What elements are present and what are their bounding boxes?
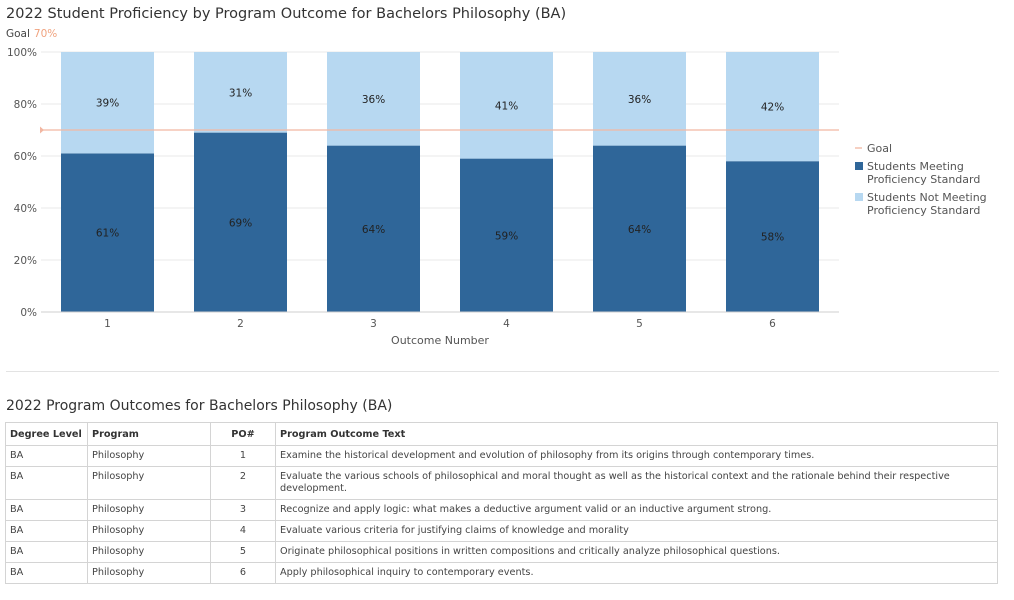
cell-outcome-text: Originate philosophical positions in wri… (275, 541, 998, 563)
bar-meeting (460, 158, 553, 312)
x-tick-label: 2 (237, 318, 244, 330)
axes: 0% 20% 40% 60% 80% 100% 1 2 3 4 5 6 Outcome Number (7, 47, 839, 347)
table-row: BA Philosophy 4 Evaluate various criteri… (5, 520, 998, 542)
cell-outcome-text: Evaluate the various schools of philosop… (275, 466, 998, 500)
bars: 61% 39% 69% 31% 64% 36% 59% 41% 64% 36% 58% 42% (61, 52, 819, 312)
cell-program: Philosophy (87, 562, 211, 584)
table-row: BA Philosophy 2 Evaluate the various sch… (5, 466, 998, 500)
cell-po-number: 4 (210, 520, 276, 542)
cell-po-number: 3 (210, 499, 276, 521)
gridlines (41, 51, 839, 313)
cell-program: Philosophy (87, 499, 211, 521)
cell-po-number: 1 (210, 445, 276, 467)
data-label-not-meeting: 36% (628, 94, 651, 106)
data-label-not-meeting: 42% (761, 102, 784, 114)
legend-swatch (855, 162, 863, 170)
data-label-meeting: 64% (362, 224, 385, 236)
y-tick-label: 20% (14, 255, 37, 267)
goal-layer (40, 126, 839, 134)
legend-swatch (855, 193, 863, 201)
cell-degree-level: BA (5, 445, 88, 467)
cell-po-number: 2 (210, 466, 276, 500)
x-tick-label: 1 (104, 318, 111, 330)
column-header-program[interactable]: Program (87, 422, 211, 446)
cell-outcome-text: Apply philosophical inquiry to contempor… (275, 562, 998, 584)
bar-not-meeting (726, 52, 819, 162)
goal-caption-label: Goal (6, 28, 30, 40)
proficiency-chart: 61% 39% 69% 31% 64% 36% 59% 41% 64% 36% 58% 42% 0% 2… (7, 47, 987, 347)
cell-po-number: 6 (210, 562, 276, 584)
cell-outcome-text: Evaluate various criteria for justifying… (275, 520, 998, 542)
cell-degree-level: BA (5, 466, 88, 500)
x-tick-label: 5 (636, 318, 643, 330)
bar-not-meeting (460, 52, 553, 159)
y-tick-label: 100% (7, 47, 37, 59)
table-row: BA Philosophy 6 Apply philosophical inqu… (5, 562, 998, 584)
y-tick-label: 60% (14, 151, 37, 163)
legend-label: Proficiency Standard (867, 173, 980, 186)
cell-program: Philosophy (87, 445, 211, 467)
goal-caption: Goal 70% (6, 28, 57, 40)
legend-label: Students Meeting (867, 160, 964, 173)
cell-degree-level: BA (5, 562, 88, 584)
bar-meeting (327, 145, 420, 312)
table-header-row: Degree Level Program PO# Program Outcome… (5, 422, 998, 446)
legend-label: Goal (867, 142, 892, 155)
bar-meeting (194, 132, 287, 312)
legend-label: Students Not Meeting (867, 191, 987, 204)
x-tick-label: 3 (370, 318, 377, 330)
data-label-meeting: 59% (495, 230, 518, 242)
legend-label: Proficiency Standard (867, 204, 980, 217)
x-tick-label: 6 (769, 318, 776, 330)
cell-po-number: 5 (210, 541, 276, 563)
cell-program: Philosophy (87, 520, 211, 542)
bar-meeting (726, 161, 819, 312)
goal-caption-value: 70% (33, 28, 58, 40)
data-label-not-meeting: 31% (229, 87, 252, 99)
goal-marker (40, 126, 44, 134)
column-header-degree-level[interactable]: Degree Level (5, 422, 88, 446)
bar-not-meeting (194, 52, 287, 133)
cell-program: Philosophy (87, 541, 211, 563)
y-tick-label: 80% (14, 99, 37, 111)
bar-not-meeting (61, 52, 154, 154)
data-label-not-meeting: 41% (495, 100, 518, 112)
data-label-not-meeting: 39% (96, 98, 119, 110)
bar-meeting (593, 145, 686, 312)
data-label-meeting: 64% (628, 224, 651, 236)
cell-degree-level: BA (5, 520, 88, 542)
x-axis-title: Outcome Number (391, 334, 489, 347)
table-title: 2022 Program Outcomes for Bachelors Phil… (6, 398, 393, 414)
outcomes-table: Degree Level Program PO# Program Outcome… (5, 422, 998, 584)
bar-meeting (61, 153, 154, 312)
table-row: BA Philosophy 3 Recognize and apply logi… (5, 499, 998, 521)
data-label-meeting: 58% (761, 232, 784, 244)
cell-outcome-text: Examine the historical development and e… (275, 445, 998, 467)
column-header-po[interactable]: PO# (210, 422, 276, 446)
section-divider (6, 371, 999, 372)
y-tick-label: 40% (14, 203, 37, 215)
chart-title: 2022 Student Proficiency by Program Outc… (6, 6, 567, 22)
cell-outcome-text: Recognize and apply logic: what makes a … (275, 499, 998, 521)
data-label-meeting: 69% (229, 217, 252, 229)
cell-program: Philosophy (87, 466, 211, 500)
cell-degree-level: BA (5, 541, 88, 563)
data-label-meeting: 61% (96, 228, 119, 240)
data-label-not-meeting: 36% (362, 94, 385, 106)
cell-degree-level: BA (5, 499, 88, 521)
table-row: BA Philosophy 5 Originate philosophical … (5, 541, 998, 563)
table-row: BA Philosophy 1 Examine the historical d… (5, 445, 998, 467)
x-tick-label: 4 (503, 318, 510, 330)
y-tick-label: 0% (20, 307, 37, 319)
column-header-outcome-text[interactable]: Program Outcome Text (275, 422, 998, 446)
